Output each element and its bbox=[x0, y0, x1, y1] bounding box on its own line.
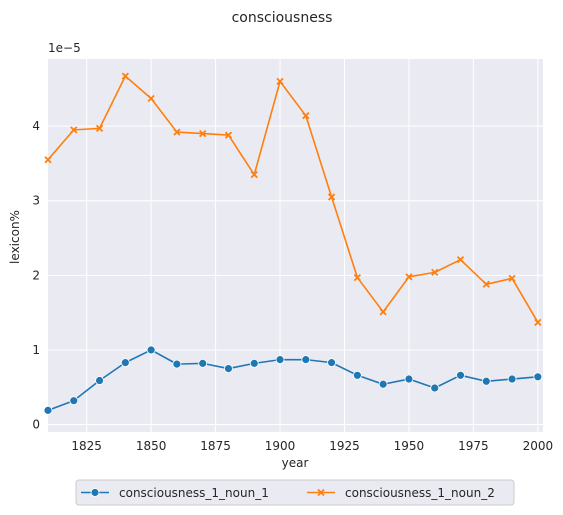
x-tick-label: 2000 bbox=[523, 439, 554, 453]
data-point bbox=[120, 358, 130, 368]
data-point bbox=[404, 374, 414, 384]
data-point bbox=[249, 358, 259, 368]
data-point bbox=[147, 94, 155, 103]
data-point bbox=[405, 273, 413, 281]
legend-box bbox=[75, 479, 515, 506]
legend-entry-1: consciousness_1_noun_1 bbox=[81, 486, 269, 500]
x-axis-label: year bbox=[282, 456, 309, 470]
data-point bbox=[121, 72, 129, 80]
x-tick-label: 1900 bbox=[265, 439, 296, 453]
data-point bbox=[198, 358, 208, 368]
data-point bbox=[199, 129, 207, 138]
x-tick-label: 1850 bbox=[136, 439, 167, 453]
data-point bbox=[44, 156, 52, 164]
y-scale-label: 1e−5 bbox=[48, 41, 81, 55]
data-point bbox=[507, 374, 517, 384]
data-point bbox=[173, 128, 181, 136]
y-tick-label: 1 bbox=[32, 343, 40, 357]
data-point bbox=[533, 372, 543, 382]
data-point bbox=[70, 126, 78, 134]
data-point bbox=[327, 358, 336, 368]
y-tick-label: 2 bbox=[32, 268, 40, 282]
tick-labels: 1825 1850 1875 1900 1925 1950 1975 2000 0 1 2 3 4 bbox=[32, 119, 553, 453]
data-point bbox=[301, 355, 311, 365]
legend-marker bbox=[90, 488, 100, 497]
data-point bbox=[430, 383, 440, 393]
legend-label: consciousness_1_noun_2 bbox=[345, 486, 495, 500]
chart-title: consciousness bbox=[232, 10, 333, 26]
data-point bbox=[224, 364, 233, 373]
data-point bbox=[275, 355, 285, 365]
data-point bbox=[456, 370, 465, 380]
data-point bbox=[69, 396, 79, 406]
legend-marker bbox=[317, 488, 325, 497]
data-point bbox=[276, 77, 284, 86]
data-point bbox=[353, 273, 362, 282]
data-point bbox=[95, 124, 104, 133]
y-tick-label: 0 bbox=[32, 418, 40, 432]
y-tick-label: 3 bbox=[32, 194, 40, 208]
data-point bbox=[146, 345, 156, 355]
data-point bbox=[431, 268, 439, 276]
data-point bbox=[172, 359, 182, 369]
x-tick-label: 1950 bbox=[394, 439, 425, 453]
data-point bbox=[378, 379, 388, 389]
data-point bbox=[534, 318, 542, 326]
y-axis-label: lexicon% bbox=[8, 210, 22, 264]
legend: consciousness_1_noun_1 consciousness_1_no… bbox=[75, 479, 515, 506]
data-point bbox=[224, 131, 233, 139]
data-point bbox=[43, 405, 53, 415]
data-point bbox=[482, 280, 490, 288]
series-1 bbox=[43, 345, 543, 415]
series-layer bbox=[43, 72, 543, 415]
data-point bbox=[481, 376, 491, 386]
data-point bbox=[327, 193, 336, 201]
data-point bbox=[508, 274, 516, 282]
data-point bbox=[250, 170, 258, 179]
plot-area bbox=[48, 59, 543, 432]
series-line bbox=[47, 75, 539, 323]
series-line bbox=[47, 349, 538, 412]
y-tick-label: 4 bbox=[32, 119, 40, 133]
x-tick-label: 1975 bbox=[458, 439, 489, 453]
x-tick-label: 1875 bbox=[200, 439, 231, 453]
data-point bbox=[456, 256, 465, 264]
legend-entry-2: consciousness_1_noun_2 bbox=[307, 486, 495, 500]
legend-label: consciousness_1_noun_1 bbox=[119, 486, 269, 500]
data-point bbox=[379, 308, 387, 316]
data-point bbox=[302, 112, 310, 120]
series-2 bbox=[44, 72, 542, 326]
data-point bbox=[95, 376, 104, 385]
x-tick-label: 1825 bbox=[71, 439, 102, 453]
data-point bbox=[352, 370, 362, 380]
x-tick-label: 1925 bbox=[329, 439, 360, 453]
grid-lines bbox=[48, 59, 543, 432]
